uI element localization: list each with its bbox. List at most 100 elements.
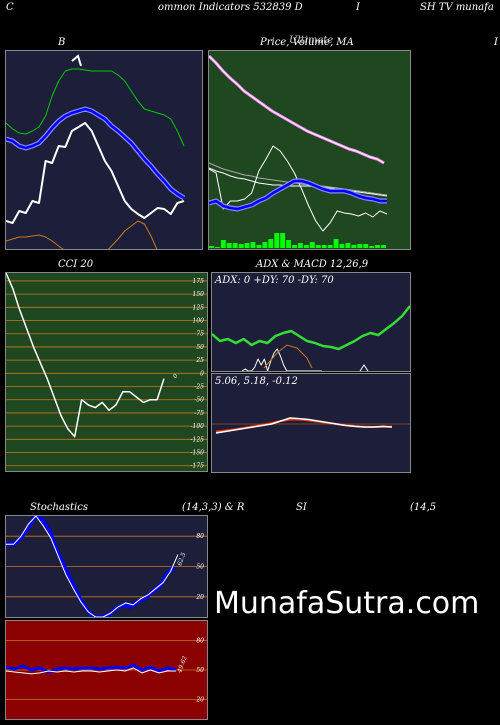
volume-bar xyxy=(327,245,333,248)
cci-panel: 175 150 125 100 75 50 25 0 -25 -50 -75 -100 -125 -150… xyxy=(5,272,208,472)
bollinger-svg xyxy=(5,54,186,267)
adx-title: ADX & MACD 12,26,9 xyxy=(256,259,369,270)
stoch-title: Stochastics xyxy=(30,502,88,513)
price-upper-band xyxy=(207,54,385,165)
volume-bar xyxy=(232,243,238,248)
volume-bar xyxy=(274,233,280,248)
volume-bar xyxy=(369,246,375,248)
header-i: I xyxy=(356,2,360,13)
volume-bar xyxy=(250,242,256,248)
stoch-tick-label: 50 xyxy=(196,564,204,571)
adx-small-bump xyxy=(359,364,369,372)
price-title: Price, Volume, MA xyxy=(260,37,354,48)
volume-bar xyxy=(357,244,363,248)
stoch-svg: 80 50 20 62.5 xyxy=(6,514,207,619)
price-panel xyxy=(207,50,411,250)
volume-bar xyxy=(381,245,386,248)
cci-tick-label: 25 xyxy=(195,357,204,364)
volume-bar xyxy=(321,245,327,248)
adx-dy-line xyxy=(241,348,322,372)
bollinger-panel xyxy=(5,50,203,267)
volume-bar xyxy=(345,243,351,248)
cci-tick-label: 175 xyxy=(193,278,205,285)
cci-last-label: 0 xyxy=(172,373,180,380)
rsi-title: SI xyxy=(296,502,307,513)
rsi-svg: 80 50 20 49.62 xyxy=(5,638,207,703)
rsi-blue-line xyxy=(5,663,177,674)
cci-tick-label: -100 xyxy=(191,423,205,430)
macd-line xyxy=(215,417,393,434)
price-upper-band-core xyxy=(208,55,385,164)
volume-bar xyxy=(315,245,321,248)
adx-minus-dy-line xyxy=(263,344,313,369)
cci-svg: 175 150 125 100 75 50 25 0 -25 -50 -75 -100 -125 -150… xyxy=(5,272,207,470)
adx-panel: ADX: 0 +DY: 70 -DY: 70 xyxy=(211,272,411,372)
volume-bar xyxy=(268,239,274,248)
volume-bar xyxy=(262,242,268,248)
cci-tick-label: -50 xyxy=(194,397,204,404)
rsi-panel: 80 50 20 49.62 xyxy=(5,620,208,720)
volume-bar xyxy=(214,247,220,248)
cci-tick-label: -175 xyxy=(191,463,205,470)
rsi-last-label: 49.62 xyxy=(176,655,189,675)
volume-bar xyxy=(363,244,369,248)
header-right: SH TV munafa xyxy=(420,2,494,13)
rsi-white-line xyxy=(5,667,176,675)
volume-bar xyxy=(209,246,214,248)
volume-bar xyxy=(238,244,244,248)
volume-bar xyxy=(339,244,345,248)
cci-tick-label: -25 xyxy=(194,384,204,391)
volume-bar xyxy=(220,240,226,248)
rsi-tick-label: 20 xyxy=(195,696,204,703)
price-ma-short-glow xyxy=(208,178,387,212)
adx-svg xyxy=(211,305,411,372)
price-ma-long xyxy=(208,167,388,197)
volume-bar xyxy=(303,245,309,248)
volume-bar xyxy=(292,245,297,248)
volume-bar xyxy=(298,243,303,248)
cci-title: CCI 20 xyxy=(58,259,94,270)
macd-signal-line xyxy=(215,418,392,433)
rsi-tick-label: 80 xyxy=(196,638,204,645)
header-title: ommon Indicators 532839 D xyxy=(158,2,303,13)
bollinger-upper-band xyxy=(5,68,185,147)
volume-bar xyxy=(286,240,291,248)
stoch-params: (14,3,3) & R xyxy=(182,502,245,513)
volume-bar xyxy=(375,245,380,248)
volume-bar xyxy=(333,239,339,248)
volume-bar xyxy=(280,233,286,248)
stoch-tick-label: 80 xyxy=(196,533,204,540)
rsi-params: (14,5 xyxy=(410,502,437,513)
bollinger-lower-band xyxy=(5,220,185,267)
macd-label: 5.06, 5.18, -0.12 xyxy=(215,376,298,387)
bollinger-title: B xyxy=(58,37,66,48)
stoch-d-line xyxy=(6,515,179,618)
macd-panel: 5.06, 5.18, -0.12 xyxy=(211,373,411,473)
volume-bar xyxy=(309,242,315,248)
macd-svg xyxy=(212,417,410,434)
header-c: C xyxy=(6,2,14,13)
cci-tick-label: 100 xyxy=(193,318,205,325)
bollinger-price-peak xyxy=(71,54,82,67)
price-ma-short xyxy=(208,179,387,211)
stoch-last-label: 62.5 xyxy=(176,552,187,567)
volume-bar xyxy=(226,243,232,248)
cci-tick-label: 150 xyxy=(193,291,205,298)
cci-tick-label: -125 xyxy=(191,436,205,443)
adx-label: ADX: 0 +DY: 70 -DY: 70 xyxy=(215,275,334,286)
price-line xyxy=(208,145,388,232)
price-svg xyxy=(207,54,388,248)
cci-tick-label: 75 xyxy=(196,331,204,338)
bollinger-middle-band xyxy=(5,107,185,200)
watermark: MunafaSutra.com xyxy=(214,586,480,621)
cci-tick-label: 0 xyxy=(200,370,204,377)
volume-bar xyxy=(244,243,250,248)
price-title-extra: Ultimate xyxy=(289,35,334,46)
cci-tick-label: 50 xyxy=(196,344,204,351)
cci-tick-label: -75 xyxy=(194,410,204,417)
volume-bar xyxy=(256,245,262,248)
cci-tick-label: -150 xyxy=(191,450,205,457)
cci-line xyxy=(5,272,165,438)
bollinger-middle-glow xyxy=(5,106,186,201)
row1-right-marker: I xyxy=(494,37,498,48)
